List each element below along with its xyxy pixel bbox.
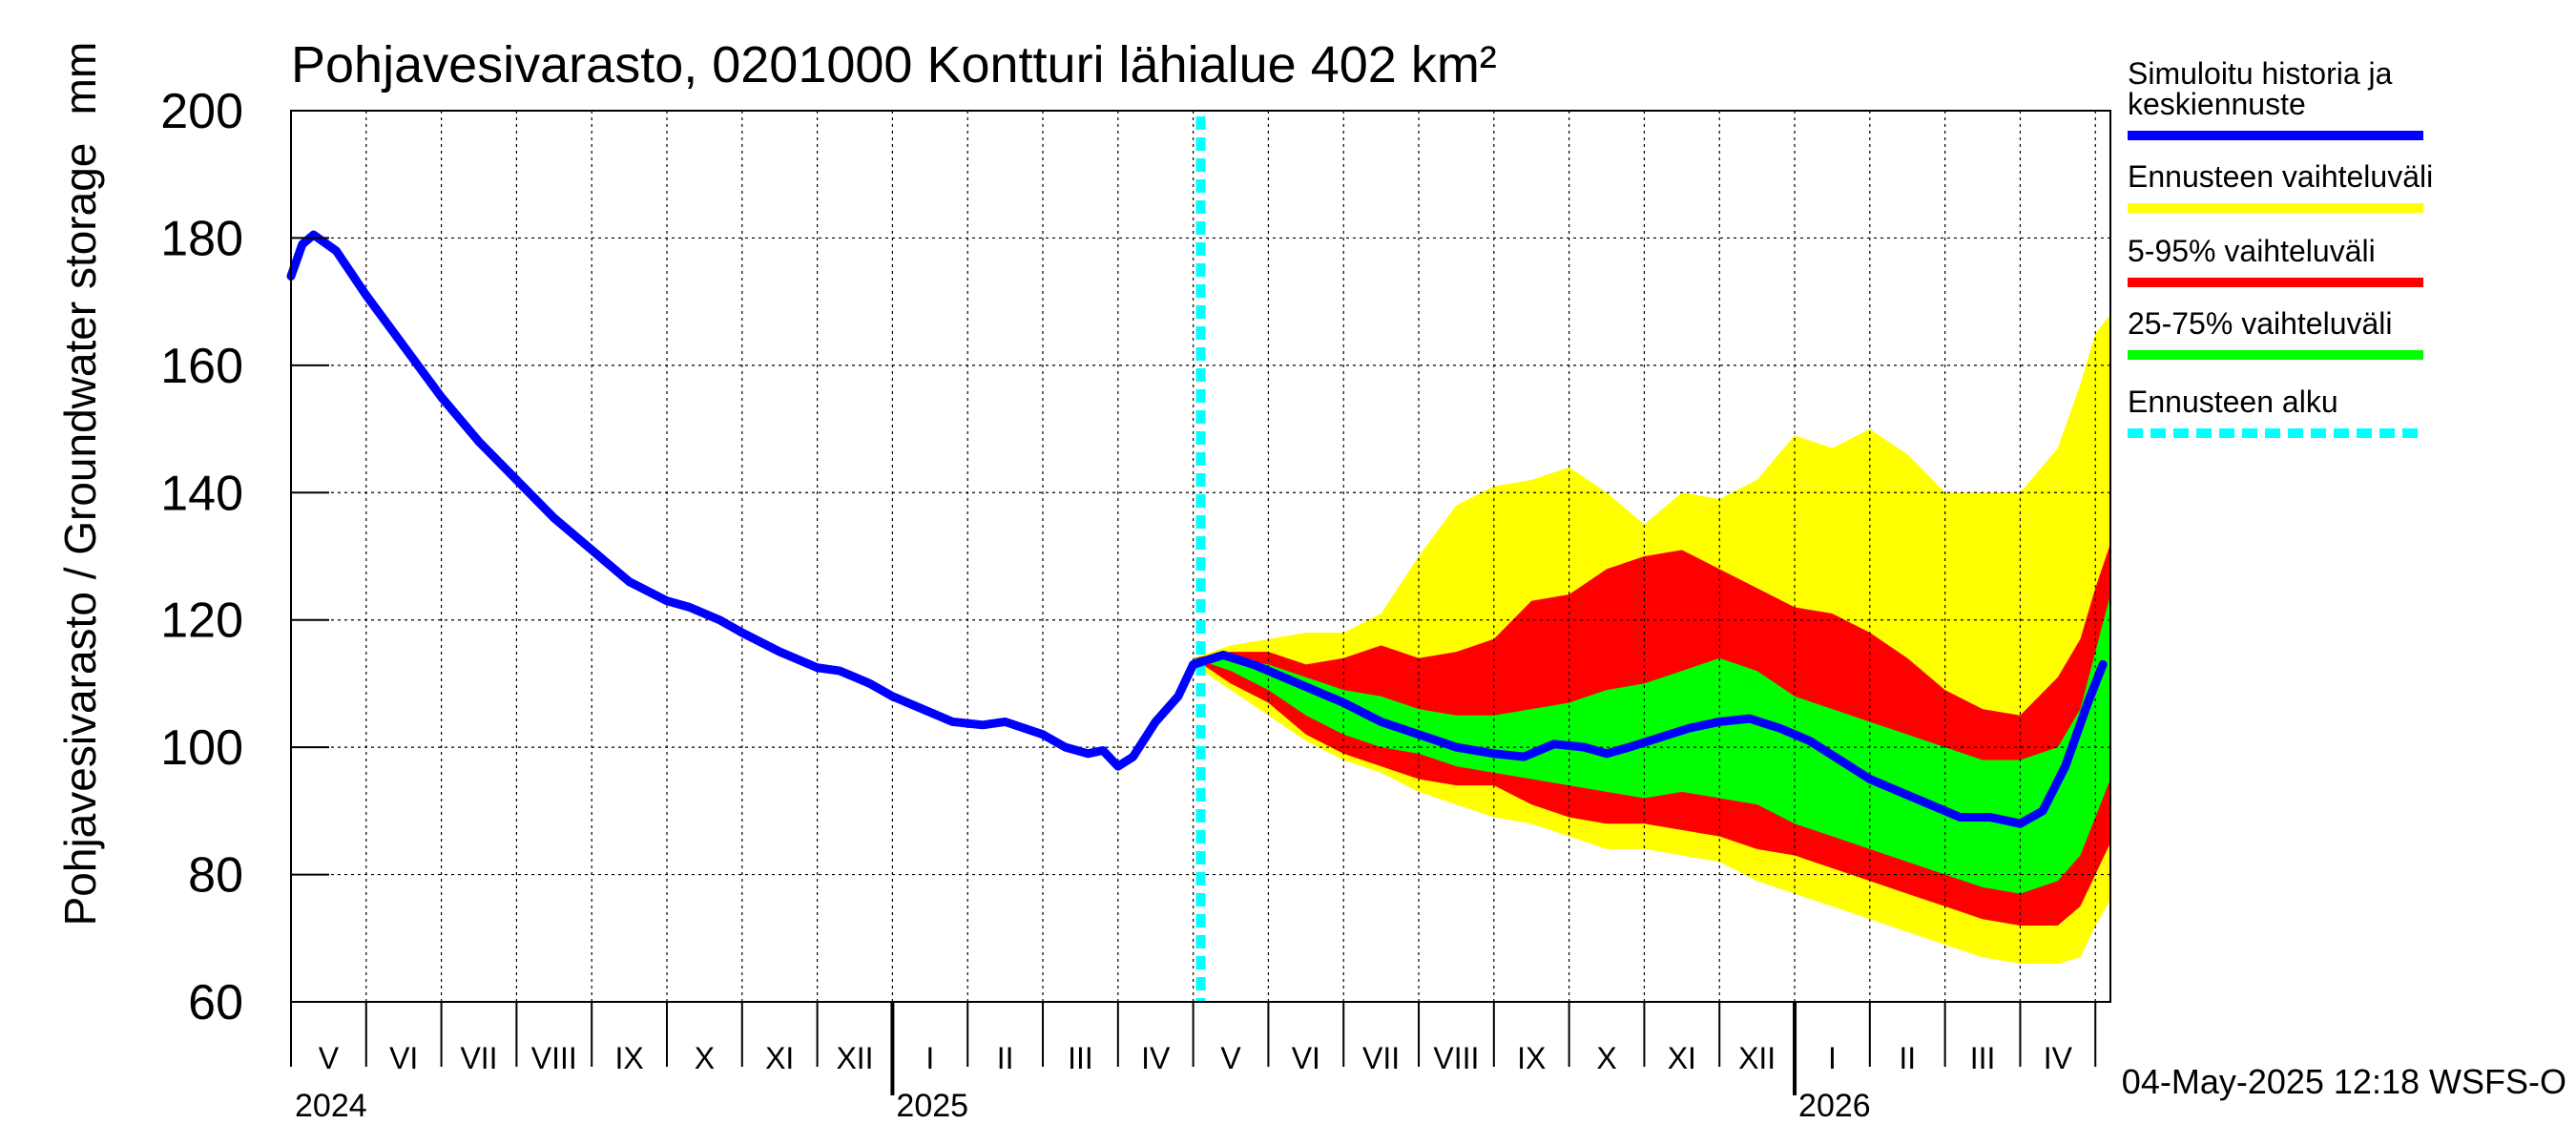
legend-label: Simuloitu historia ja [2128, 56, 2393, 91]
y-tick-label: 160 [160, 339, 243, 394]
grid [291, 110, 2110, 1003]
month-label: III [1068, 1041, 1093, 1075]
y-tick-label: 140 [160, 466, 243, 521]
month-label: IV [2044, 1041, 2073, 1075]
y-tick-label: 120 [160, 593, 243, 649]
year-label: 2024 [295, 1088, 367, 1124]
month-label: VII [1362, 1041, 1400, 1075]
month-label: VII [460, 1041, 497, 1075]
legend-label: keskiennuste [2128, 87, 2306, 121]
series-lines [286, 230, 2108, 828]
month-label: IX [1517, 1041, 1546, 1075]
month-label: IX [614, 1041, 643, 1075]
month-label: VIII [531, 1041, 577, 1075]
y-tick-label: 200 [160, 84, 243, 139]
month-label: II [997, 1041, 1014, 1075]
forecast-bands [1193, 314, 2110, 964]
legend-label: 25-75% vaihteluväli [2128, 306, 2393, 341]
legend-label: Ennusteen alku [2128, 385, 2338, 419]
y-tick-label: 60 [188, 975, 243, 1030]
month-label: XII [1738, 1041, 1776, 1075]
year-label: 2025 [896, 1088, 968, 1124]
month-label: XI [765, 1041, 794, 1075]
timestamp-footer: 04-May-2025 12:18 WSFS-O [2122, 1062, 2566, 1101]
month-label: V [319, 1041, 340, 1075]
y-axis-unit: mm [55, 42, 105, 115]
year-label: 2026 [1798, 1088, 1871, 1124]
month-label: III [1970, 1041, 1996, 1075]
month-label: X [695, 1041, 715, 1075]
legend-label: 5-95% vaihteluväli [2128, 234, 2376, 268]
month-label: XI [1668, 1041, 1696, 1075]
y-tick-label: 100 [160, 720, 243, 776]
month-label: II [1899, 1041, 1916, 1075]
y-tick-label: 80 [188, 848, 243, 904]
month-label: I [925, 1041, 934, 1075]
month-label: VIII [1433, 1041, 1479, 1075]
y-axis-label: Pohjavesivarasto / Groundwater storage [55, 143, 105, 926]
month-label: I [1828, 1041, 1837, 1075]
plot-frame [290, 110, 2111, 1003]
month-label: X [1596, 1041, 1616, 1075]
legend-label: Ennusteen vaihteluväli [2128, 159, 2433, 194]
month-label: VI [389, 1041, 418, 1075]
y-tick-label: 180 [160, 211, 243, 266]
month-label: VI [1292, 1041, 1320, 1075]
chart-title: Pohjavesivarasto, 0201000 Kontturi lähia… [291, 36, 1497, 94]
month-label: V [1220, 1041, 1241, 1075]
series-line-0 [286, 230, 2108, 828]
month-label: XII [836, 1041, 873, 1075]
month-label: IV [1141, 1041, 1171, 1075]
